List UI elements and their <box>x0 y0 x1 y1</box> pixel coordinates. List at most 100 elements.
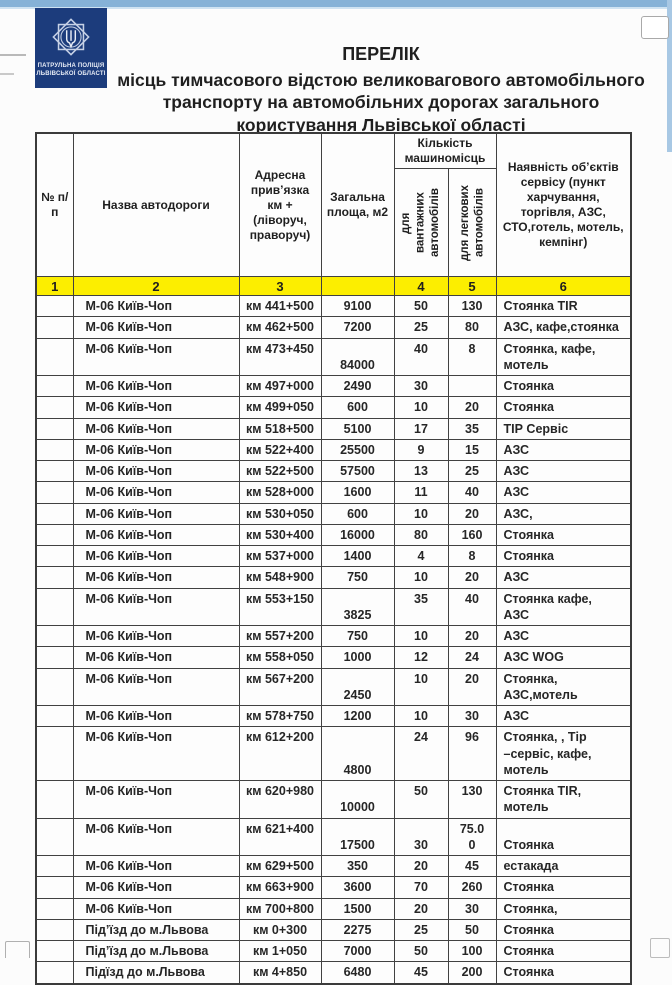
cell-cars: 96 <box>447 726 497 781</box>
right-accent-bar <box>667 0 672 152</box>
cell-cars: 20 <box>447 624 497 648</box>
cell-trucks: 11 <box>393 481 449 504</box>
viewer-control-box[interactable] <box>641 16 669 39</box>
cell-km: км 530+400 <box>238 523 322 547</box>
logo-text-line1: ПАТРУЛЬНА ПОЛІЦІЯ <box>37 63 105 69</box>
cell-area: 5100 <box>320 417 395 440</box>
cell-road: М-06 Київ-Чоп <box>72 566 240 589</box>
crop-handle-bottom-left[interactable] <box>5 941 30 958</box>
table-row: М-06 Київ-Чоп км 548+900 750 10 20 АЗС <box>35 566 632 589</box>
cell-trucks: 10 <box>393 667 449 706</box>
cell-service: АЗС, <box>495 502 632 525</box>
column-header-num: № п/п <box>35 132 74 277</box>
cell-service: АЗС <box>495 566 632 589</box>
cell-area: 84000 <box>320 337 395 376</box>
cell-service: Стоянка <box>495 374 632 398</box>
cell-area: 57500 <box>320 459 395 483</box>
cell-trucks: 24 <box>393 726 449 781</box>
cell-cars: 40 <box>447 587 497 626</box>
cell-road: М-06 Київ-Чоп <box>72 624 240 648</box>
cell-km: км 0+300 <box>238 918 322 942</box>
cell-km: км 629+500 <box>238 854 322 878</box>
cell-service: Стоянка <box>495 396 632 419</box>
cell-num <box>35 502 74 525</box>
cell-trucks: 10 <box>393 566 449 589</box>
cell-road: Підїзд до м.Львова <box>72 961 240 984</box>
table-row: М-06 Київ-Чоп км 621+400 17500 30 75.0 0 Стоя… <box>35 817 632 856</box>
cell-num <box>35 396 74 419</box>
cell-cars: 40 <box>447 481 497 504</box>
cell-service: Стоянка, АЗС,мотель <box>495 667 632 706</box>
cell-num <box>35 316 74 339</box>
column-number-cell: 6 <box>495 276 632 296</box>
table-row: Під’їзд до м.Львова км 1+050 7000 50 100 Стоя… <box>35 939 632 963</box>
cell-area: 6480 <box>320 961 395 984</box>
cell-service: Стоянка, , Тір –сервіс, кафе, мотель <box>495 726 632 781</box>
cell-area: 750 <box>320 566 395 589</box>
cell-road: М-06 Київ-Чоп <box>72 897 240 920</box>
cell-road: М-06 Київ-Чоп <box>72 854 240 878</box>
table-row: М-06 Київ-Чоп км 528+000 1600 11 40 АЗС <box>35 481 632 504</box>
cell-km: км 621+400 <box>238 817 322 856</box>
cell-service: Стоянка <box>495 939 632 963</box>
cell-service: Стоянка <box>495 544 632 568</box>
cell-road: М-06 Київ-Чоп <box>72 417 240 440</box>
cell-cars: 160 <box>447 523 497 547</box>
cell-service: Стоянка <box>495 523 632 547</box>
table-row: М-06 Київ-Чоп км 663+900 3600 70 260 Стоянка <box>35 876 632 899</box>
cell-trucks: 17 <box>393 417 449 440</box>
cell-area: 2490 <box>320 374 395 398</box>
cell-road: М-06 Київ-Чоп <box>72 876 240 899</box>
cell-km: км 522+400 <box>238 438 322 462</box>
cell-road: М-06 Київ-Чоп <box>72 544 240 568</box>
cell-num <box>35 961 74 984</box>
logo-text: ПАТРУЛЬНА ПОЛІЦІЯ ЛЬВІВСЬКОЇ ОБЛАСТІ <box>36 63 105 78</box>
crop-handle-bottom-right[interactable] <box>650 938 670 958</box>
cell-cars: 20 <box>447 502 497 525</box>
cell-road: М-06 Київ-Чоп <box>72 374 240 398</box>
margin-mark-top <box>0 54 26 56</box>
cell-num <box>35 704 74 728</box>
cell-road: М-06 Київ-Чоп <box>72 587 240 626</box>
cell-km: км 462+500 <box>238 316 322 339</box>
cell-area: 1200 <box>320 704 395 728</box>
cell-num <box>35 337 74 376</box>
cell-num <box>35 587 74 626</box>
cell-cars: 20 <box>447 566 497 589</box>
cell-road: Під’їзд до м.Львова <box>72 918 240 942</box>
column-header-capacity-group: Кількість машиномісць <box>393 132 497 169</box>
table-row: М-06 Київ-Чоп км 473+450 84000 40 8 Стоянка, … <box>35 337 632 376</box>
cell-num <box>35 374 74 398</box>
cell-km: км 441+500 <box>238 294 322 318</box>
column-number-cell: 2 <box>72 276 240 296</box>
cell-km: км 473+450 <box>238 337 322 376</box>
police-star-icon <box>48 14 94 60</box>
cell-cars: 15 <box>447 438 497 462</box>
cell-trucks: 20 <box>393 854 449 878</box>
table-row: М-06 Київ-Чоп км 578+750 1200 10 30 АЗС <box>35 704 632 728</box>
column-header-trucks: для вантажних автомобілів <box>393 168 449 277</box>
table-row: Підїзд до м.Львова км 4+850 6480 45 200 Стоян… <box>35 961 632 984</box>
cell-service: АЗС, кафе,стоянка <box>495 316 632 339</box>
logo-text-line2: ЛЬВІВСЬКОЇ ОБЛАСТІ <box>36 70 106 77</box>
cell-cars: 45 <box>447 854 497 878</box>
cell-num <box>35 817 74 856</box>
cell-trucks: 40 <box>393 337 449 376</box>
cell-cars: 260 <box>447 876 497 899</box>
cell-service: Стоянка TIR, мотель <box>495 780 632 819</box>
cell-cars: 24 <box>447 646 497 669</box>
top-accent-bar <box>0 0 672 7</box>
cell-cars: 30 <box>447 704 497 728</box>
cell-trucks: 12 <box>393 646 449 669</box>
column-header-area: Загальна площа, м2 <box>320 132 395 277</box>
cell-trucks: 70 <box>393 876 449 899</box>
column-header-road: Назва автодороги <box>72 132 240 277</box>
cell-km: км 548+900 <box>238 566 322 589</box>
cell-num <box>35 294 74 318</box>
cell-area: 17500 <box>320 817 395 856</box>
table-row: М-06 Київ-Чоп км 537+000 1400 4 8 Стоянка <box>35 544 632 568</box>
cell-cars: 20 <box>447 667 497 706</box>
cell-trucks: 30 <box>393 817 449 856</box>
